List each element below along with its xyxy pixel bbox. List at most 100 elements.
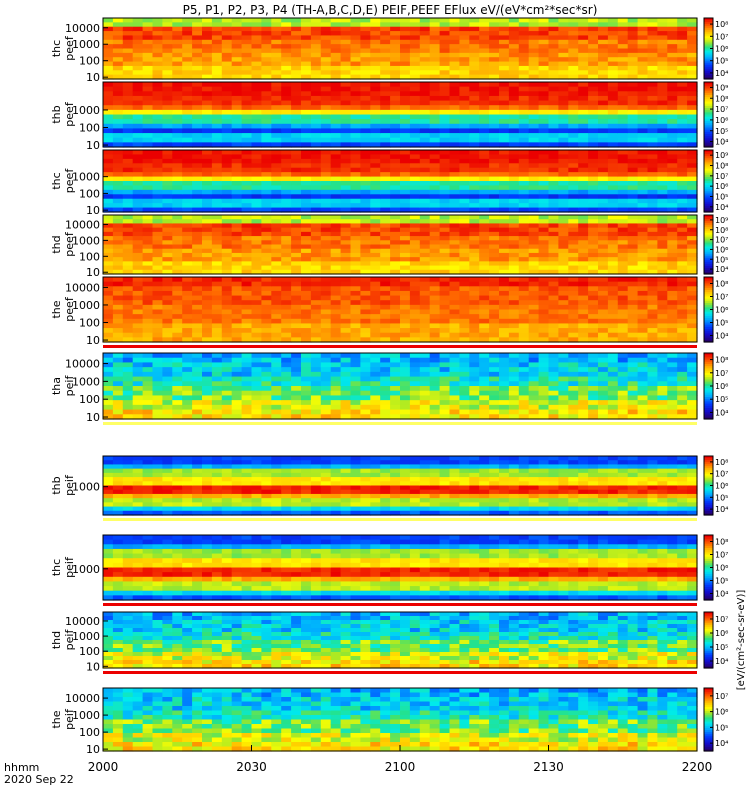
heatmap-cell — [251, 181, 262, 187]
heatmap-cell — [578, 277, 589, 283]
heatmap-cell — [281, 376, 292, 382]
heatmap-cell — [667, 227, 678, 233]
heatmap-cell — [568, 82, 579, 88]
heatmap-cell — [598, 231, 609, 237]
heatmap-cell — [598, 261, 609, 267]
heatmap-cell — [687, 295, 698, 301]
heatmap-cell — [568, 114, 579, 120]
heatmap-cell — [568, 123, 579, 130]
heatmap-cell — [459, 176, 470, 182]
heatmap-cell — [598, 163, 609, 169]
colorbar-swatch — [704, 222, 713, 226]
heatmap-cell — [588, 337, 599, 343]
heatmap-cell — [281, 163, 292, 169]
heatmap-cell — [469, 65, 480, 71]
heatmap-cell — [400, 35, 411, 41]
heatmap-cell — [548, 189, 559, 195]
heatmap-cell — [508, 219, 520, 225]
heatmap-cell — [617, 105, 629, 111]
heatmap-cell — [231, 70, 243, 76]
heatmap-cell — [142, 114, 154, 120]
heatmap-cell — [449, 203, 460, 209]
heatmap-cell — [449, 128, 460, 134]
heatmap-cell — [340, 404, 352, 411]
heatmap-cell — [598, 154, 609, 160]
heatmap-cell — [340, 154, 352, 160]
heatmap-cell — [360, 128, 371, 134]
heatmap-cell — [409, 414, 421, 420]
colorbar-tick-label: 10⁵ — [715, 57, 728, 66]
heatmap-cell — [419, 31, 431, 37]
heatmap-cell — [607, 70, 619, 76]
colorbar-tick-label: 10⁸ — [715, 162, 728, 171]
heatmap-cell — [598, 158, 609, 164]
heatmap-cell — [142, 198, 154, 204]
heatmap-cell — [340, 227, 352, 233]
heatmap-cell — [291, 231, 302, 237]
heatmap-cell — [588, 194, 599, 200]
heatmap-cell — [489, 167, 500, 173]
heatmap-cell — [390, 82, 401, 88]
heatmap-cell — [508, 86, 520, 92]
heatmap-cell — [548, 257, 559, 262]
heatmap-cell — [340, 123, 352, 130]
heatmap-cell — [598, 95, 609, 102]
heatmap-cell — [598, 281, 609, 287]
heatmap-cell — [518, 328, 530, 334]
heatmap-cell — [499, 185, 510, 191]
heatmap-cell — [261, 323, 272, 329]
heatmap-cell — [429, 295, 441, 301]
heatmap-cell — [320, 57, 332, 63]
heatmap-cell — [103, 261, 114, 267]
heatmap-cell — [617, 176, 629, 182]
heatmap-cell — [677, 244, 688, 250]
heatmap-cell — [657, 198, 668, 204]
heatmap-cell — [528, 142, 540, 148]
heatmap-cell — [291, 176, 302, 182]
heatmap-cell — [588, 154, 599, 160]
heatmap-cell — [251, 295, 262, 301]
heatmap-cell — [568, 133, 579, 139]
heatmap-cell — [301, 215, 312, 220]
heatmap-cell — [132, 181, 144, 187]
heatmap-cell — [538, 105, 550, 111]
heatmap-cell — [251, 261, 262, 267]
heatmap-cell — [142, 362, 154, 368]
heatmap-cell — [241, 203, 253, 209]
heatmap-cell — [390, 114, 401, 120]
heatmap-cell — [231, 137, 243, 143]
heatmap-cell — [598, 300, 609, 306]
colorbar-swatch — [704, 164, 713, 168]
heatmap-cell — [330, 74, 342, 80]
heatmap-cell — [400, 18, 411, 23]
heatmap-cell — [192, 57, 203, 63]
heatmap-cell — [330, 86, 342, 92]
heatmap-cell — [449, 357, 460, 364]
heatmap-cell — [429, 371, 441, 378]
heatmap-cell — [499, 332, 510, 338]
heatmap-cell — [271, 114, 282, 120]
heatmap-cell — [281, 244, 292, 250]
heatmap-cell — [380, 158, 391, 164]
heatmap-cell — [251, 257, 262, 262]
heatmap-cell — [617, 231, 629, 237]
heatmap-cell — [489, 61, 500, 67]
heatmap-cell — [647, 18, 658, 23]
heatmap-cell — [340, 18, 352, 23]
heatmap-cell — [687, 114, 698, 120]
heatmap-cell — [508, 269, 520, 275]
heatmap-cell — [211, 295, 223, 301]
heatmap-cell — [340, 414, 352, 420]
heatmap-cell — [192, 215, 203, 220]
heatmap-cell — [390, 57, 401, 63]
heatmap-cell — [330, 400, 342, 406]
heatmap-cell — [489, 133, 500, 139]
heatmap-cell — [162, 142, 173, 148]
heatmap-cell — [103, 362, 114, 368]
heatmap-cell — [301, 353, 312, 359]
heatmap-cell — [202, 31, 213, 37]
heatmap-cell — [657, 236, 668, 241]
heatmap-cell — [459, 265, 470, 271]
heatmap-cell — [182, 318, 193, 325]
